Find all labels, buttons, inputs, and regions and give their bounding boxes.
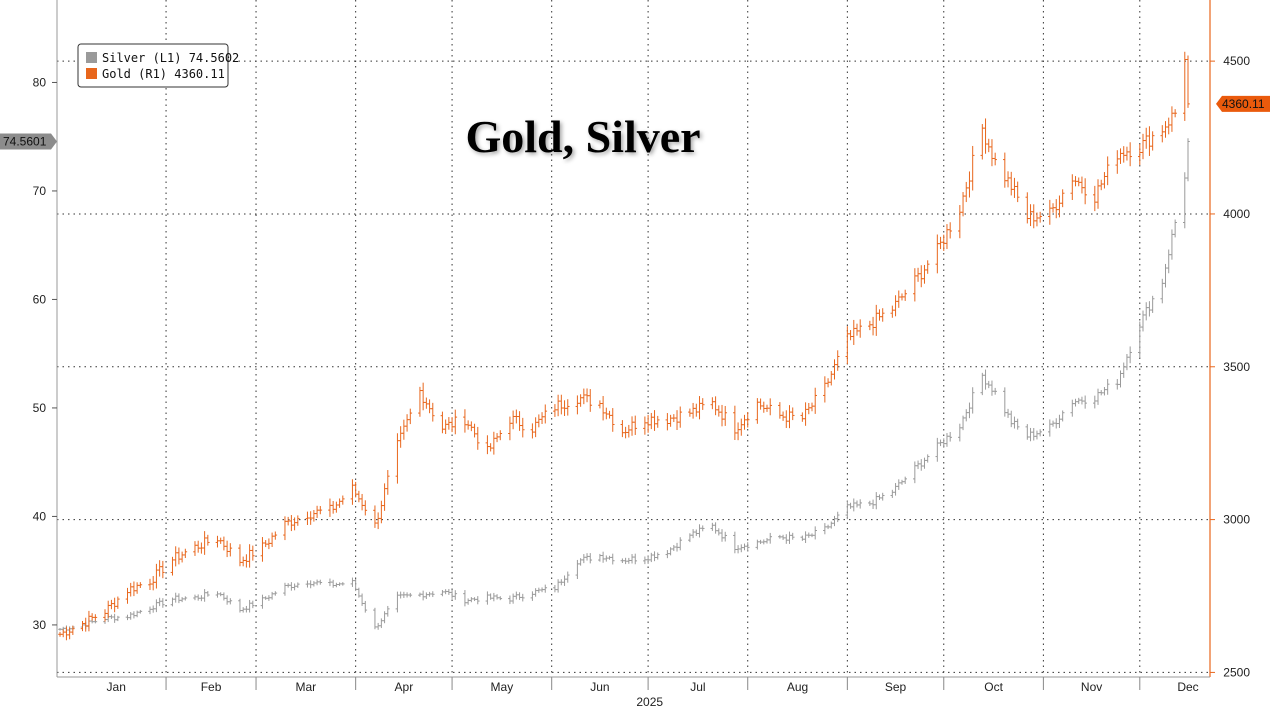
silver-series: [58, 138, 1190, 633]
right-tick-label: 3000: [1223, 513, 1250, 527]
left-tick-label: 40: [33, 509, 47, 523]
left-tick-label: 60: [33, 292, 47, 306]
month-label: Jun: [590, 680, 609, 694]
month-label: Dec: [1177, 680, 1198, 694]
gold-value-tag: [1216, 95, 1270, 112]
x-axis: Jan Feb Mar Apr May Jun Jul Aug Sep Oct Nov Dec 2025: [107, 677, 1199, 708]
right-tick-label: 4000: [1223, 207, 1250, 221]
month-label: May: [491, 680, 514, 694]
legend: Silver (L1) 74.5602 Gold (R1) 4360.11: [77, 43, 239, 88]
legend-box: [77, 43, 229, 88]
legend-label-silver: Silver (L1) 74.5602: [102, 51, 239, 65]
left-y-axis: 30 40 50 60 70 80: [33, 75, 57, 632]
month-label: Jul: [690, 680, 705, 694]
legend-swatch-silver: [86, 52, 97, 63]
month-label: Oct: [984, 680, 1003, 694]
chart-title: Gold, Silver: [465, 111, 700, 162]
month-label: Feb: [201, 680, 222, 694]
right-tick-label: 2500: [1223, 665, 1250, 679]
month-label: Apr: [395, 680, 414, 694]
gold-series: [58, 51, 1190, 641]
left-tick-label: 70: [33, 184, 47, 198]
right-tick-label: 3500: [1223, 360, 1250, 374]
plot-frame: [56, 0, 1211, 678]
month-label: Nov: [1081, 680, 1102, 694]
left-tick-label: 30: [33, 618, 47, 632]
left-tick-label: 80: [33, 75, 47, 89]
month-label: Mar: [296, 680, 317, 694]
right-y-axis: 2500 3000 3500 4000 4500: [1210, 54, 1250, 679]
gridlines: [57, 0, 1210, 677]
silver-value-tag-text: 74.5601: [3, 134, 47, 148]
month-label: Sep: [885, 680, 907, 694]
legend-label-gold: Gold (R1) 4360.11: [102, 67, 225, 81]
right-tick-label: 4500: [1223, 54, 1250, 68]
month-label: Aug: [787, 680, 808, 694]
legend-swatch-gold: [86, 68, 97, 79]
month-label: Jan: [107, 680, 126, 694]
left-tick-label: 50: [33, 401, 47, 415]
silver-value-tag: [0, 133, 57, 150]
year-label: 2025: [636, 695, 663, 708]
last-value-tags: 74.5601 4360.11: [0, 95, 1270, 150]
gold-value-tag-text: 4360.11: [1222, 97, 1265, 111]
